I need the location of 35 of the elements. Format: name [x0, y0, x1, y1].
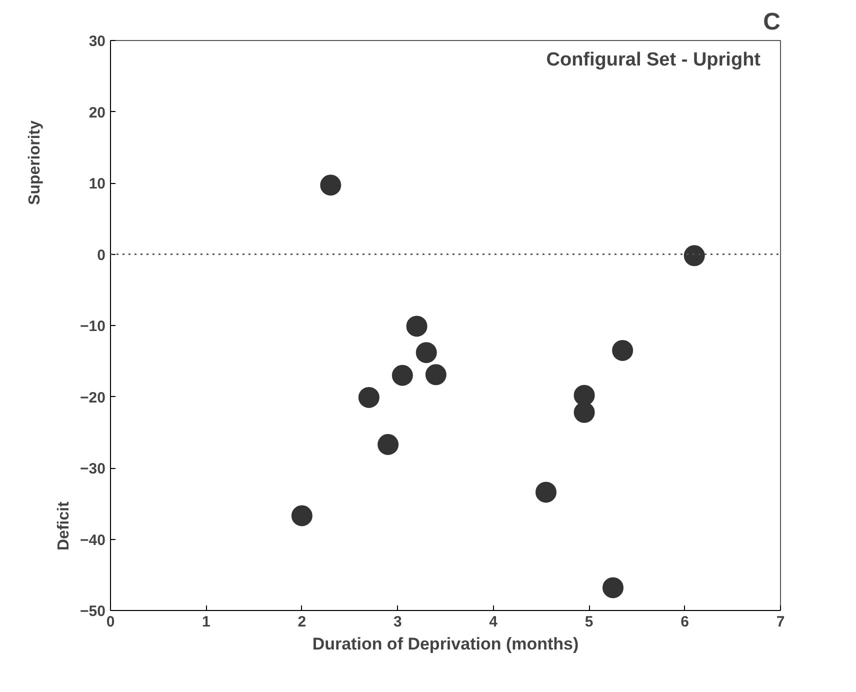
- x-tick-label: 3: [393, 614, 402, 630]
- point: [602, 577, 624, 598]
- point: [574, 402, 595, 423]
- x-tick-label: 1: [202, 614, 210, 630]
- point: [320, 174, 342, 196]
- x-tick-label: 7: [776, 614, 785, 630]
- y-tick-label: −20: [80, 389, 106, 406]
- point: [291, 505, 312, 526]
- y-tick-label: 0: [97, 246, 106, 264]
- point: [392, 364, 413, 386]
- y-tick-label: 20: [88, 104, 106, 122]
- x-tick-label: 2: [298, 614, 306, 630]
- text: Configural Set - Upright: [546, 50, 762, 70]
- y-tick-label: −10: [80, 318, 106, 335]
- x-tick-label: 5: [584, 614, 594, 630]
- x-axis-title: Duration of Deprivation (months): [312, 634, 579, 654]
- y-tick-label: −50: [80, 603, 106, 620]
- text: Superiority: [26, 120, 44, 205]
- text: Deficit: [56, 500, 72, 550]
- x-tick-label: 4: [489, 614, 498, 630]
- y-tick-label: 30: [88, 33, 106, 50]
- point: [684, 245, 705, 266]
- point: [358, 386, 380, 408]
- point: [416, 342, 437, 364]
- y-tick-label: −30: [80, 460, 106, 478]
- point: [612, 340, 634, 361]
- y-tick-label: 10: [88, 176, 106, 192]
- point: [574, 384, 595, 406]
- point: [425, 364, 446, 386]
- y-tick-label: −40: [80, 532, 106, 549]
- x-tick-label: 6: [680, 614, 689, 630]
- text: C: [763, 8, 781, 36]
- point: [378, 434, 399, 455]
- point: [536, 482, 556, 503]
- point: [406, 316, 428, 337]
